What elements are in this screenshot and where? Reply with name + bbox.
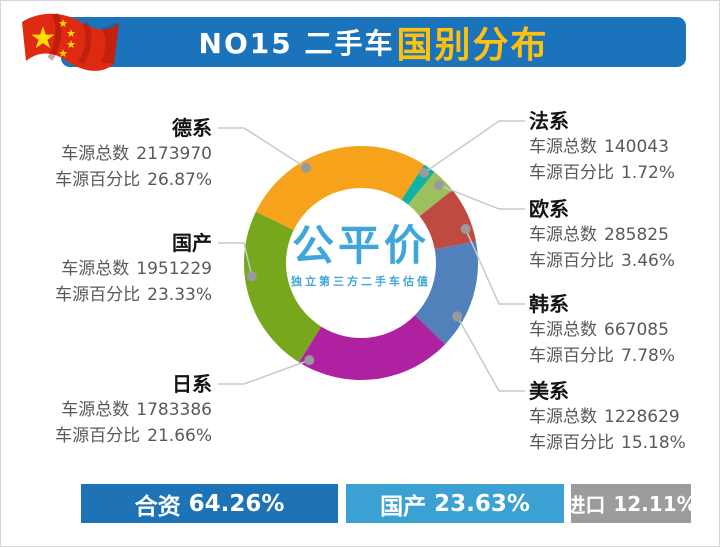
leader-dot-3 <box>460 224 471 235</box>
segment-percent: 车源百分比 3.46% <box>529 248 675 274</box>
segment-count: 车源总数 140043 <box>529 134 675 160</box>
svg-text:★: ★ <box>58 47 68 60</box>
count-label: 车源总数 <box>529 225 597 245</box>
footer-bar-percent: 64.26% <box>188 490 285 517</box>
segment-name: 德系 <box>172 116 212 140</box>
label-japanese: 日系 车源总数 1783386 车源百分比 21.66% <box>55 371 212 449</box>
leader-line-2 <box>438 184 525 210</box>
footer-bar-joint-venture: 合资 64.26% <box>81 484 338 523</box>
donut-segment-5 <box>298 315 446 381</box>
count-value: 1783386 <box>136 400 212 420</box>
china-flag-icon: ★ ★ ★ ★ ★ <box>15 6 125 80</box>
leader-line-5 <box>218 359 310 385</box>
count-label: 车源总数 <box>529 320 597 340</box>
svg-text:★: ★ <box>30 21 57 56</box>
brand-logo-text: 公平价 <box>291 221 430 270</box>
donut-segment-2 <box>408 171 453 217</box>
header-bar: NO15 二手车 国别分布 <box>61 17 686 67</box>
count-value: 667085 <box>604 320 669 340</box>
footer-bar-percent: 12.11% <box>613 491 697 516</box>
segment-percent: 车源百分比 26.87% <box>55 167 212 193</box>
percent-value: 23.33% <box>147 285 212 305</box>
brand-logo-tagline: 独立第三方二手车估值 <box>291 275 431 288</box>
leader-line-4 <box>456 315 525 392</box>
leader-line-0 <box>218 127 307 169</box>
percent-label: 车源百分比 <box>529 346 614 366</box>
footer-bar-percent: 23.63% <box>434 490 530 517</box>
segment-name: 韩系 <box>529 292 569 316</box>
count-label: 车源总数 <box>529 407 597 427</box>
segment-percent: 车源百分比 15.18% <box>529 430 686 456</box>
segment-percent: 车源百分比 7.78% <box>529 343 675 369</box>
footer-bar-label: 合资 <box>134 493 181 520</box>
segment-count: 车源总数 1951229 <box>55 256 212 282</box>
leader-line-3 <box>464 228 525 305</box>
segment-percent: 车源百分比 23.33% <box>55 282 212 308</box>
svg-text:★: ★ <box>58 17 68 30</box>
segment-name: 欧系 <box>529 197 569 221</box>
leader-dot-6 <box>246 271 257 282</box>
leader-dot-1 <box>419 167 430 178</box>
footer-bar-domestic: 国产 23.63% <box>346 484 564 523</box>
percent-label: 车源百分比 <box>55 170 141 190</box>
segment-count: 车源总数 285825 <box>529 222 675 248</box>
segment-percent: 车源百分比 21.66% <box>55 423 212 449</box>
segment-count: 车源总数 2173970 <box>55 141 212 167</box>
count-label: 车源总数 <box>61 259 130 279</box>
segment-name: 法系 <box>529 109 569 133</box>
count-label: 车源总数 <box>529 137 597 157</box>
label-korean: 韩系 车源总数 667085 车源百分比 7.78% <box>529 291 675 369</box>
label-french: 法系 车源总数 140043 车源百分比 1.72% <box>529 108 675 186</box>
brand-logo: 公平价 独立第三方二手车估值 <box>261 223 461 289</box>
percent-label: 车源百分比 <box>529 251 614 271</box>
count-label: 车源总数 <box>61 400 130 420</box>
count-value: 285825 <box>604 225 669 245</box>
footer-bar-label: 进口 <box>565 493 606 517</box>
segment-name: 美系 <box>529 379 569 403</box>
page-title-highlight: 国别分布 <box>396 25 549 66</box>
percent-value: 7.78% <box>621 346 676 366</box>
segment-name: 日系 <box>172 372 212 396</box>
svg-text:★: ★ <box>66 27 76 40</box>
svg-text:★: ★ <box>66 38 76 51</box>
count-value: 140043 <box>604 137 669 157</box>
percent-value: 15.18% <box>621 433 686 453</box>
percent-label: 车源百分比 <box>529 433 614 453</box>
leader-dot-0 <box>301 162 311 173</box>
leader-dot-2 <box>433 180 444 191</box>
count-label: 车源总数 <box>61 144 130 164</box>
count-value: 1951229 <box>136 259 212 279</box>
segment-count: 车源总数 1783386 <box>55 397 212 423</box>
segment-count: 车源总数 1228629 <box>529 404 686 430</box>
leader-dot-4 <box>452 311 463 322</box>
donut-segment-1 <box>401 164 435 205</box>
segment-percent: 车源百分比 1.72% <box>529 160 675 186</box>
percent-label: 车源百分比 <box>55 426 141 446</box>
percent-value: 21.66% <box>147 426 212 446</box>
percent-value: 26.87% <box>147 170 212 190</box>
segment-name: 国产 <box>172 231 212 255</box>
percent-value: 1.72% <box>621 163 676 183</box>
leader-dot-5 <box>304 355 315 366</box>
percent-label: 车源百分比 <box>529 163 614 183</box>
percent-label: 车源百分比 <box>55 285 141 305</box>
footer-bar-imported: 进口 12.11% <box>565 484 697 523</box>
count-value: 2173970 <box>136 144 212 164</box>
label-domestic: 国产 车源总数 1951229 车源百分比 23.33% <box>55 230 212 308</box>
footer-bar-label: 国产 <box>380 493 427 520</box>
label-european: 欧系 车源总数 285825 车源百分比 3.46% <box>529 196 675 274</box>
count-value: 1228629 <box>604 407 680 427</box>
donut-segment-0 <box>255 146 425 231</box>
page-title: NO15 二手车 <box>198 27 395 60</box>
percent-value: 3.46% <box>621 251 676 271</box>
label-german: 德系 车源总数 2173970 车源百分比 26.87% <box>55 115 212 193</box>
segment-count: 车源总数 667085 <box>529 317 675 343</box>
leader-line-1 <box>423 120 525 174</box>
leader-line-6 <box>218 242 253 277</box>
label-american: 美系 车源总数 1228629 车源百分比 15.18% <box>529 378 686 456</box>
